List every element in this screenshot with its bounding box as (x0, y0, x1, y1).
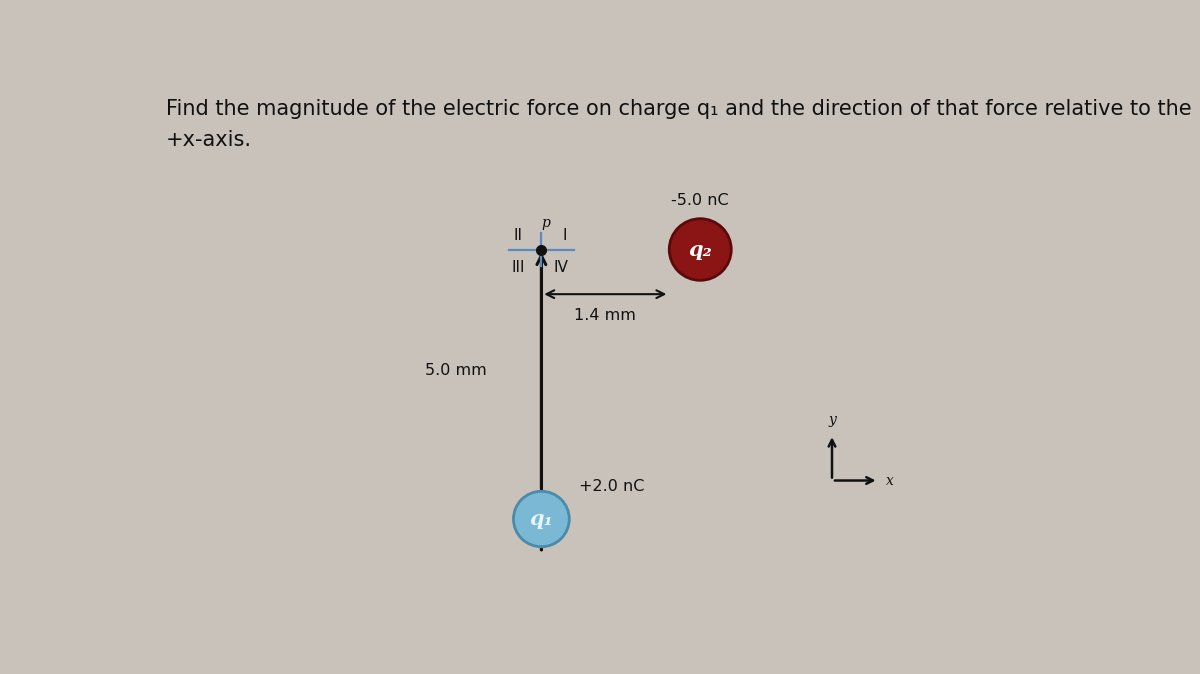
Text: 5.0 mm: 5.0 mm (425, 363, 487, 378)
Text: I: I (563, 228, 566, 243)
Text: q₁: q₁ (529, 509, 553, 529)
Text: -5.0 nC: -5.0 nC (672, 193, 730, 208)
Text: II: II (514, 228, 523, 243)
Circle shape (670, 218, 731, 280)
Text: 1.4 mm: 1.4 mm (575, 308, 636, 323)
Text: +2.0 nC: +2.0 nC (578, 479, 644, 494)
Text: x: x (887, 474, 894, 487)
Text: Find the magnitude of the electric force on charge q₁ and the direction of that : Find the magnitude of the electric force… (166, 99, 1192, 119)
Text: III: III (511, 260, 524, 276)
Text: q₂: q₂ (689, 239, 712, 259)
Text: y: y (828, 412, 836, 427)
Circle shape (514, 491, 569, 547)
Text: p: p (541, 216, 551, 231)
Text: +x-axis.: +x-axis. (166, 130, 252, 150)
Text: IV: IV (553, 260, 569, 276)
